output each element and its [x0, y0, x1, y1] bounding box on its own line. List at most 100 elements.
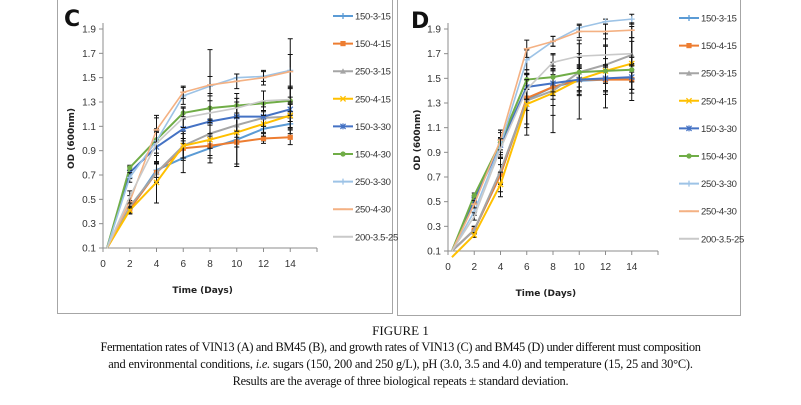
series-150-3-15 — [106, 113, 294, 249]
legend-marker — [686, 15, 692, 21]
data-point — [287, 134, 293, 140]
legend-marker — [340, 13, 346, 19]
y-tick-label: 0.7 — [82, 171, 96, 182]
legend-label: 150-3-15 — [701, 14, 737, 25]
y-tick-label: 1.3 — [82, 98, 96, 109]
legend-item: 150-4-30 — [333, 150, 391, 161]
legend-item: 150-4-15 — [333, 39, 391, 50]
series-250-4-15 — [451, 26, 635, 258]
legend-marker — [340, 178, 346, 185]
legend-item: 150-3-30 — [679, 124, 737, 135]
y-tick-label: 0.1 — [82, 244, 96, 255]
caption-line-1: Fermentation rates of VIN13 (A) and BM45… — [100, 340, 701, 354]
data-point — [576, 69, 582, 75]
legend-label: 250-4-30 — [355, 205, 391, 216]
series-200-3.5-25 — [451, 40, 635, 252]
y-tick-label: 0.5 — [82, 195, 96, 206]
x-axis-title: Time (Days) — [516, 289, 577, 299]
legend-label: 250-4-15 — [355, 94, 391, 105]
legend-marker — [686, 153, 692, 159]
caption-line-2-italic: i.e. — [255, 357, 271, 371]
data-point — [471, 192, 477, 199]
x-tick-label: 4 — [154, 259, 160, 270]
x-tick-label: 4 — [498, 262, 504, 273]
legend-label: 150-4-15 — [355, 39, 391, 50]
y-tick-label: 1.7 — [427, 49, 441, 60]
legend-marker — [340, 41, 346, 47]
legend-label: 250-3-30 — [701, 179, 737, 190]
legend-marker — [340, 151, 346, 157]
series-250-4-30 — [106, 54, 294, 249]
legend-item: 250-4-15 — [679, 96, 737, 107]
panel-c-frame — [57, 0, 393, 314]
legend-item: 150-3-15 — [333, 12, 391, 23]
legend-item: 150-4-30 — [679, 152, 737, 163]
legend-item: 250-3-15 — [679, 69, 737, 80]
y-tick-label: 1.7 — [82, 49, 96, 60]
series-line — [451, 53, 633, 252]
series-line — [106, 98, 291, 249]
data-point — [629, 67, 635, 73]
legend-marker — [686, 70, 692, 76]
x-tick-label: 0 — [445, 262, 451, 273]
legend-marker — [340, 68, 346, 74]
legend-item: 200-3.5-25 — [333, 232, 398, 243]
data-point — [126, 174, 133, 181]
panel-letter-c: C — [64, 7, 80, 32]
series-line — [106, 108, 291, 249]
y-axis-title: OD (600nm) — [413, 109, 423, 170]
x-tick-label: 12 — [600, 262, 612, 273]
series-line — [451, 76, 632, 252]
legend-item: 250-4-15 — [333, 94, 391, 105]
series-line — [106, 114, 291, 249]
data-point — [260, 135, 267, 142]
legend-marker — [339, 95, 347, 102]
data-point — [180, 142, 187, 149]
legend-label: 250-3-15 — [355, 67, 391, 78]
x-tick-label: 10 — [574, 262, 586, 273]
data-point — [550, 74, 556, 80]
data-point — [471, 231, 478, 239]
series-line — [451, 18, 632, 252]
x-tick-label: 2 — [127, 259, 133, 270]
data-point — [153, 179, 160, 186]
x-tick-label: 10 — [231, 259, 243, 270]
data-point — [233, 129, 240, 136]
series-250-4-30 — [451, 22, 635, 252]
legend-label: 200-3.5-25 — [355, 232, 398, 243]
legend-item: 250-4-30 — [333, 205, 391, 216]
legend-item: 150-4-15 — [679, 41, 737, 52]
y-tick-label: 1.3 — [427, 99, 441, 110]
error-bar — [629, 40, 635, 67]
y-axis-title: OD (600nm) — [67, 108, 77, 169]
series-line — [451, 68, 632, 252]
legend-marker — [686, 43, 692, 49]
legend-label: 250-3-30 — [355, 177, 391, 188]
legend-item: 250-3-30 — [679, 179, 737, 190]
legend-marker — [685, 97, 693, 104]
legend-label: 150-4-30 — [701, 152, 737, 163]
x-axis-title: Time (Days) — [172, 286, 233, 296]
figure-charts: C 0.1 0.3 0.5 0.7 0.9 1.1 1.3 1.5 1.7 1.9 0 2 4 6 8 10 1… — [64, 7, 744, 299]
x-tick-label: 6 — [180, 259, 186, 270]
x-tick-label: 14 — [285, 259, 297, 270]
series-line — [451, 29, 632, 252]
series-line — [106, 99, 291, 249]
x-tick-label: 8 — [550, 262, 556, 273]
legend-marker — [686, 180, 692, 187]
data-point — [523, 101, 530, 108]
caption-line-2-pre: and environmental conditions, — [108, 357, 256, 371]
legend-label: 150-4-15 — [701, 41, 737, 52]
y-tick-label: 0.1 — [427, 247, 441, 258]
data-point — [602, 68, 609, 74]
series-line — [106, 115, 291, 249]
legend-marker — [685, 125, 693, 132]
x-tick-label: 8 — [207, 259, 213, 270]
series-line — [451, 52, 632, 252]
y-tick-label: 0.3 — [427, 222, 441, 233]
y-tick-label: 1.9 — [82, 25, 96, 36]
legend-label: 150-3-30 — [355, 122, 391, 133]
y-tick-label: 0.9 — [427, 148, 441, 159]
data-point — [126, 207, 133, 214]
series-line — [451, 62, 633, 258]
